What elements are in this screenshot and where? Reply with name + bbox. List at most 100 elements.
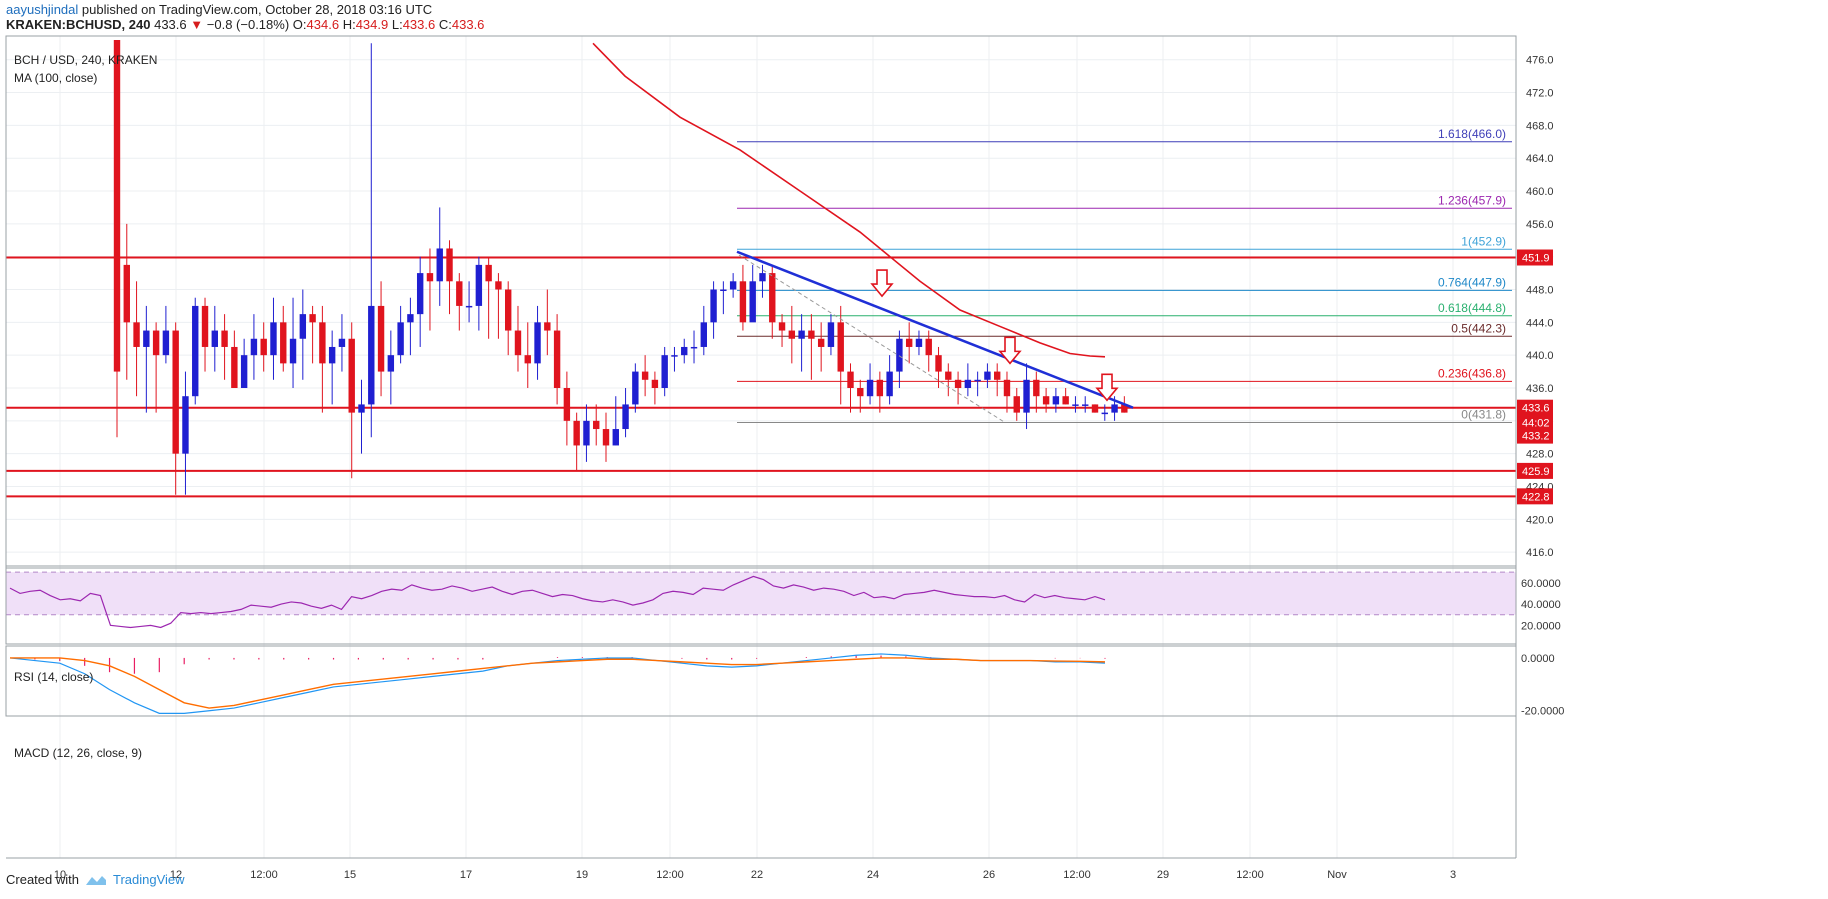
candle-body [416, 273, 424, 315]
candle-body [485, 264, 492, 282]
candle-body [553, 330, 561, 388]
candle-body [1072, 404, 1079, 406]
level-tag-label: 433.6 [1522, 403, 1550, 415]
published-text: published on TradingView.com, October 28… [81, 2, 433, 17]
level-tag [1517, 249, 1553, 266]
candle-body [964, 379, 972, 388]
candle-body [583, 420, 590, 446]
level-tag-label: 422.8 [1522, 491, 1550, 503]
fib-level-label: 1.236(457.9) [1438, 193, 1506, 207]
macd-pane [9, 653, 1106, 714]
y-tick-label: 472.0 [1526, 88, 1554, 100]
candle-body [1023, 379, 1030, 413]
candle-body [759, 273, 766, 282]
y-tick-label: 444.0 [1526, 317, 1554, 329]
rsi-legend: RSI (14, close) [14, 670, 93, 684]
candle-body [221, 330, 228, 347]
candle-body [289, 338, 297, 364]
x-tick-label: 24 [867, 869, 879, 881]
candle-body [896, 338, 903, 372]
candle-body [847, 371, 854, 388]
candle-body [612, 429, 619, 446]
candle-body [211, 330, 218, 347]
moving-average-100 [592, 42, 1106, 358]
candle-body [602, 429, 610, 446]
x-tick-label: 12:00 [1236, 869, 1264, 881]
x-tick-label: 19 [576, 869, 588, 881]
ma-legend: MA (100, close) [14, 71, 97, 85]
candle-body [192, 305, 199, 397]
level-tag-label: 451.9 [1522, 253, 1550, 265]
candle-body [201, 305, 209, 347]
footer: Created with TradingView [6, 872, 185, 887]
candle-body [524, 355, 531, 364]
low-label: L: [391, 17, 403, 32]
candle-body [260, 338, 267, 356]
candle-body [152, 330, 160, 356]
x-tick-label: 22 [751, 869, 763, 881]
y-tick-label: 460.0 [1526, 186, 1554, 198]
candle-body [465, 305, 473, 308]
candle-body [808, 330, 815, 339]
candle-body [407, 314, 414, 323]
candle-body [1052, 396, 1060, 405]
candle-body [505, 289, 512, 331]
level-tag-label: 425.9 [1522, 466, 1550, 478]
candle-body [328, 346, 336, 364]
candle-body [475, 264, 483, 306]
candle-body [935, 355, 942, 372]
candle-body [319, 322, 326, 364]
y-tick-label: 420.0 [1526, 514, 1554, 526]
horizontal-levels [6, 256, 1516, 498]
candle-body [827, 322, 835, 347]
rsi-pane [6, 571, 1516, 629]
candle-body [1111, 404, 1118, 413]
candle-body [593, 420, 600, 430]
high-value: 434.9 [355, 17, 389, 32]
candle-body [348, 338, 355, 413]
candle-body [172, 330, 179, 454]
price-tag [1517, 427, 1553, 444]
candle-body [622, 404, 629, 430]
candle-body [661, 355, 668, 388]
axes: 416.0420.0424.0428.0432.0436.0440.0444.0… [5, 35, 1564, 881]
tradingview-brand-link[interactable]: TradingView [112, 872, 185, 887]
down-arrow-icon: ▼ [190, 17, 204, 32]
chart-header: aayushjindal published on TradingView.co… [6, 2, 484, 32]
candle-body [358, 404, 365, 413]
candlestick-series [113, 40, 1128, 495]
candle-body [1082, 404, 1089, 406]
price-tag [1517, 414, 1553, 431]
x-tick-label: 26 [983, 869, 995, 881]
fib-level-label: 0.236(436.8) [1438, 366, 1506, 380]
candle-body [837, 322, 844, 372]
tradingview-logo-icon [85, 875, 106, 885]
candle-body [133, 322, 140, 347]
author-link[interactable]: aayushjindal [6, 2, 79, 17]
price-tag-label: 44:02 [1522, 417, 1550, 429]
candle-body [182, 396, 189, 454]
candle-body [945, 371, 952, 380]
y-tick-label: 440.0 [1526, 350, 1554, 362]
candle-body [651, 379, 659, 388]
candle-body [368, 305, 375, 405]
fib-level-label: 0(431.8) [1461, 407, 1506, 421]
candle-body [700, 322, 707, 347]
macd-tick-label: -20.0000 [1521, 706, 1564, 718]
trend-lines [736, 250, 1134, 423]
candle-body [573, 420, 580, 446]
candle-body [240, 355, 248, 388]
candle-body [915, 338, 923, 347]
candle-body [681, 346, 688, 356]
x-tick-label: 12:00 [656, 869, 684, 881]
candle-body [817, 338, 825, 347]
down-arrow-icon [870, 269, 894, 298]
fib-level-label: 0.5(442.3) [1451, 321, 1506, 335]
candle-body [778, 322, 786, 331]
ma100-line [592, 42, 1106, 358]
resistance-arrows [870, 269, 1119, 402]
x-tick-label: Nov [1327, 869, 1347, 881]
x-tick-label: 12:00 [1063, 869, 1091, 881]
macd-tick-label: 0.0000 [1521, 653, 1555, 665]
